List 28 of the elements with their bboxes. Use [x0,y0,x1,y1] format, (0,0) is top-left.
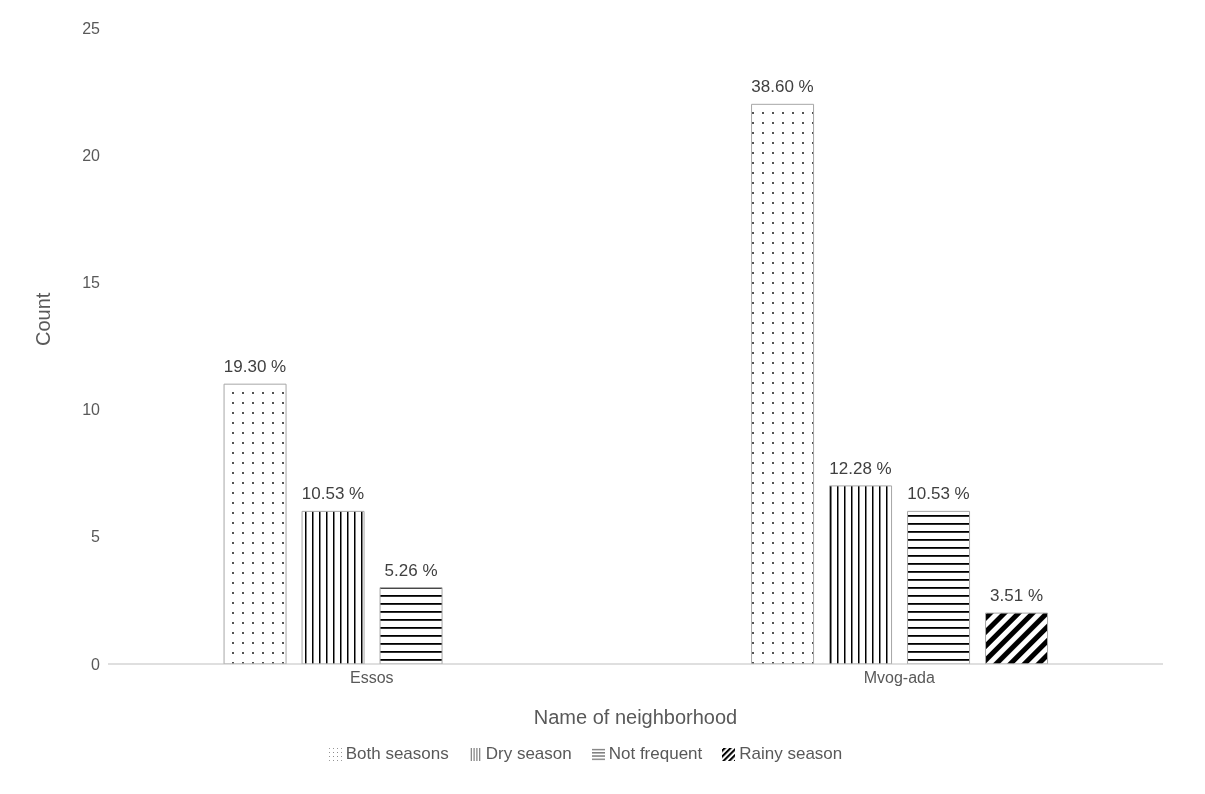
bar [379,587,443,664]
x-axis-title: Name of neighborhood [533,706,738,728]
y-tick-label: 10 [82,401,101,419]
bar [829,485,893,664]
annotation: 10.53 % [907,484,970,504]
x-tick-label: Mvog-ada [863,669,935,687]
bar [301,510,365,664]
legend-label: Rainy season [739,744,843,763]
annotation: 10.53 % [301,484,365,504]
annotation: 3.51 % [990,586,1044,606]
annotation: 38.60 % [751,77,814,97]
legend-label: Both seasons [345,744,449,763]
y-axis-title: Count [32,292,55,346]
y-tick-label: 0 [91,655,101,673]
bar [751,103,815,664]
legend-label: Dry season [485,744,572,763]
y-tick-label: 25 [82,19,101,37]
x-tick-label: Essos [349,669,394,687]
legend-label: Not frequent [608,744,703,763]
bar [907,510,971,664]
y-tick-label: 20 [82,146,101,164]
bar [223,383,287,664]
annotation: 12.28 % [829,458,892,478]
annotation: 19.30 % [223,357,287,377]
y-tick-label: 15 [82,274,101,292]
y-tick-label: 5 [91,528,101,546]
bar [985,612,1049,664]
annotation: 5.26 % [384,560,438,580]
